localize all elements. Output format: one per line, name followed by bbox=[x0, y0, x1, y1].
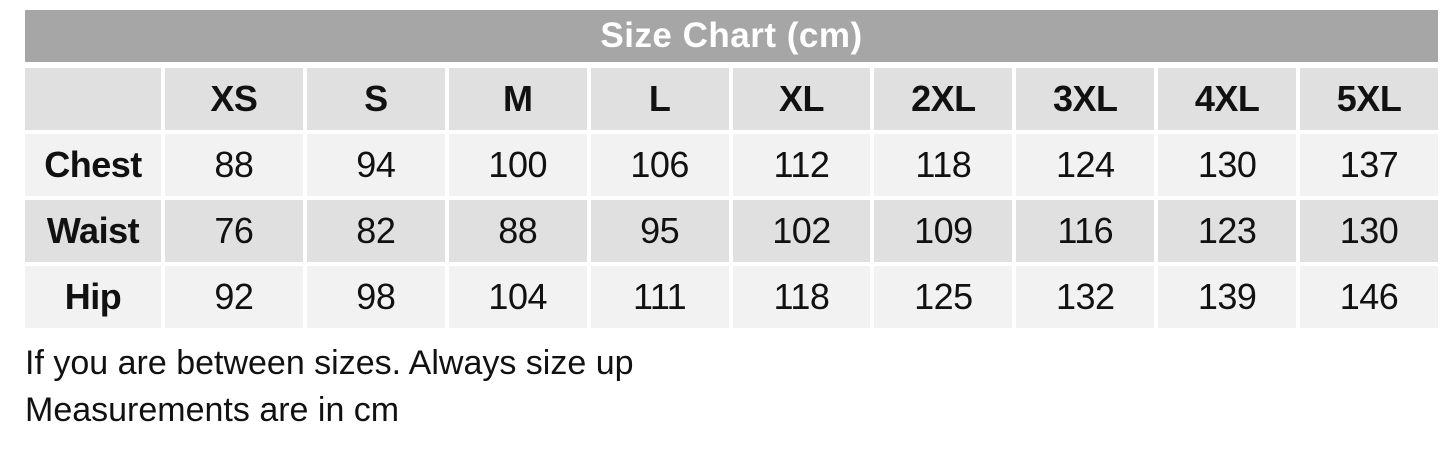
hip-value-xl: 118 bbox=[732, 266, 871, 328]
hip-value-s: 98 bbox=[306, 266, 445, 328]
waist-value-xs: 76 bbox=[165, 200, 303, 262]
waist-value-5xl: 130 bbox=[1300, 200, 1438, 262]
chest-value-l: 106 bbox=[590, 134, 729, 196]
size-chart-table: XS S M L XL 2XL 3XL 4XL 5XL Chest 88 94 … bbox=[25, 68, 1438, 328]
waist-value-s: 82 bbox=[306, 200, 445, 262]
chest-value-xs: 88 bbox=[165, 134, 303, 196]
hip-value-5xl: 146 bbox=[1300, 266, 1438, 328]
size-header-4xl: 4XL bbox=[1158, 68, 1297, 130]
chest-value-s: 94 bbox=[306, 134, 445, 196]
hip-value-3xl: 132 bbox=[1016, 266, 1155, 328]
size-notes: If you are between sizes. Always size up… bbox=[25, 340, 634, 434]
chest-value-3xl: 124 bbox=[1016, 134, 1155, 196]
note-between-sizes: If you are between sizes. Always size up bbox=[25, 344, 634, 382]
size-chart: Size Chart (cm) XS S M L XL 2XL 3XL 4XL … bbox=[25, 10, 1438, 328]
size-header-xl: XL bbox=[732, 68, 871, 130]
waist-value-l: 95 bbox=[590, 200, 729, 262]
row-label-hip: Hip bbox=[25, 266, 161, 328]
waist-value-m: 88 bbox=[448, 200, 587, 262]
row-label-waist: Waist bbox=[25, 200, 161, 262]
waist-value-2xl: 109 bbox=[874, 200, 1013, 262]
waist-value-3xl: 116 bbox=[1016, 200, 1155, 262]
hip-value-m: 104 bbox=[448, 266, 587, 328]
row-label-chest: Chest bbox=[25, 134, 161, 196]
chest-value-m: 100 bbox=[448, 134, 587, 196]
hip-value-4xl: 139 bbox=[1158, 266, 1297, 328]
chest-value-4xl: 130 bbox=[1158, 134, 1297, 196]
hip-value-xs: 92 bbox=[165, 266, 303, 328]
hip-value-l: 111 bbox=[590, 266, 729, 328]
chest-value-2xl: 118 bbox=[874, 134, 1013, 196]
size-header-s: S bbox=[306, 68, 445, 130]
size-header-xs: XS bbox=[165, 68, 303, 130]
size-header-m: M bbox=[448, 68, 587, 130]
size-header-2xl: 2XL bbox=[874, 68, 1013, 130]
size-header-3xl: 3XL bbox=[1016, 68, 1155, 130]
chest-value-xl: 112 bbox=[732, 134, 871, 196]
waist-value-xl: 102 bbox=[732, 200, 871, 262]
size-header-l: L bbox=[590, 68, 729, 130]
waist-value-4xl: 123 bbox=[1158, 200, 1297, 262]
note-measurement-unit: Measurements are in cm bbox=[25, 391, 400, 429]
size-chart-title-bar: Size Chart (cm) bbox=[25, 10, 1438, 62]
chest-value-5xl: 137 bbox=[1300, 134, 1438, 196]
corner-cell bbox=[25, 68, 161, 130]
hip-value-2xl: 125 bbox=[874, 266, 1013, 328]
size-header-5xl: 5XL bbox=[1300, 68, 1438, 130]
